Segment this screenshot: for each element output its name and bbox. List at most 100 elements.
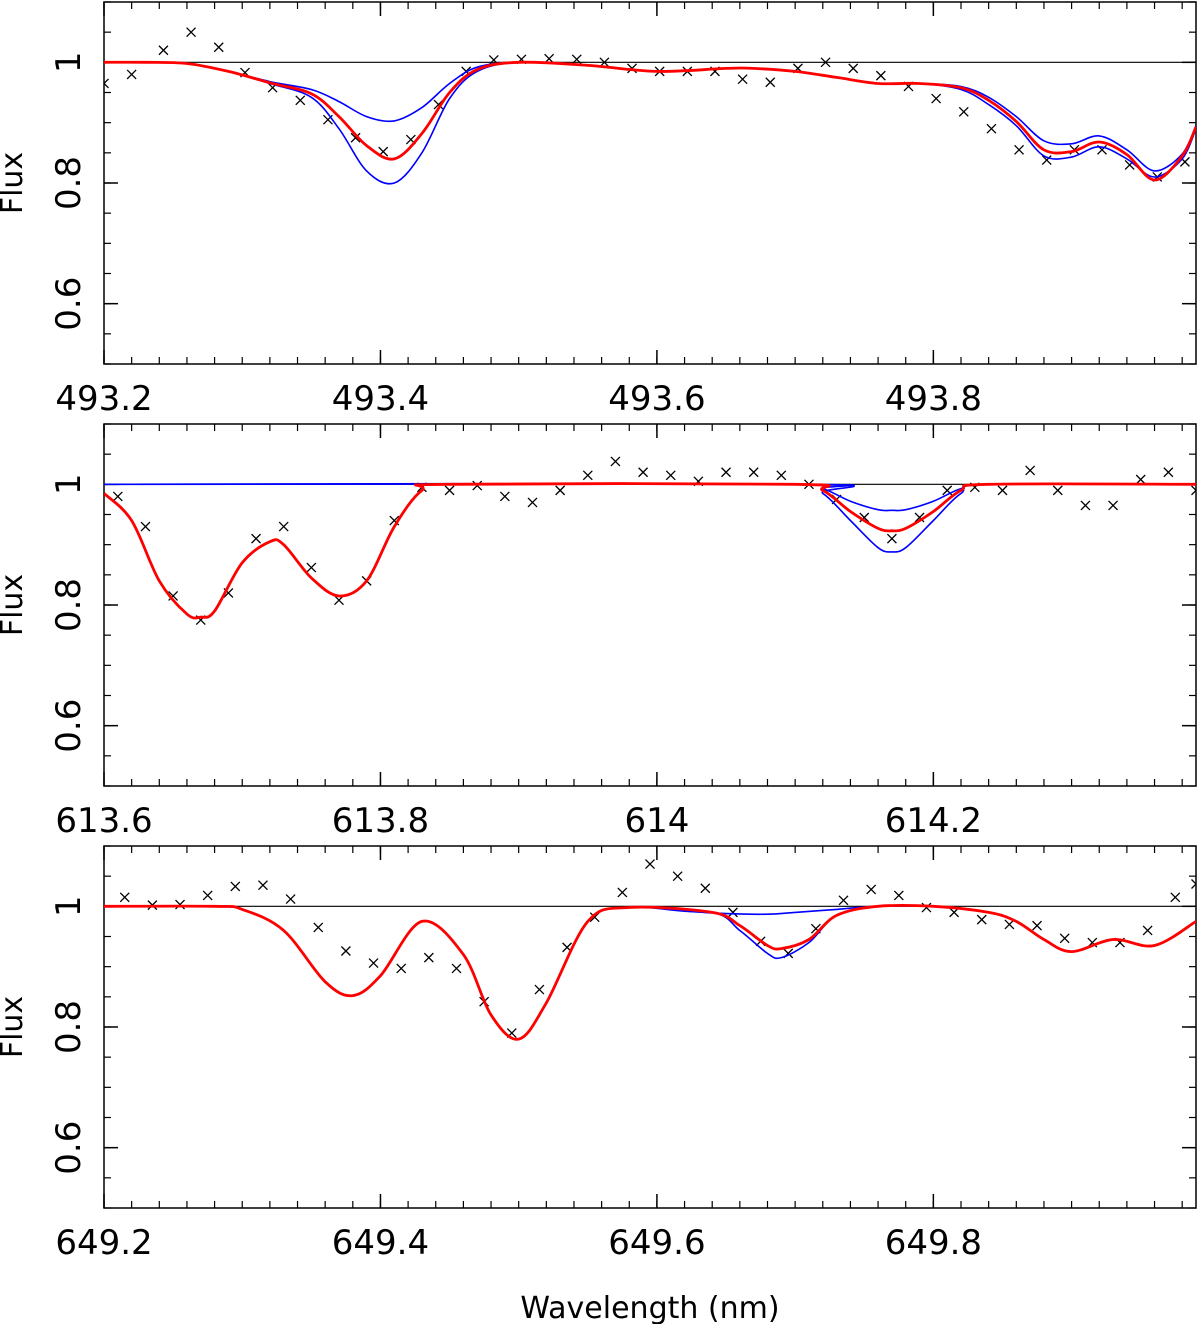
observed-point bbox=[451, 963, 462, 974]
observed-point bbox=[396, 963, 407, 974]
observed-point bbox=[158, 45, 169, 56]
x-tick-label: 649.4 bbox=[332, 1223, 429, 1263]
x-tick-label: 649.8 bbox=[885, 1223, 982, 1263]
observed-point bbox=[1032, 920, 1042, 931]
observed-point bbox=[322, 114, 333, 125]
observed-point bbox=[278, 521, 289, 532]
x-tick-label: 613.8 bbox=[332, 801, 429, 841]
observed-point bbox=[672, 871, 683, 882]
observed-point bbox=[610, 456, 621, 467]
observed-point bbox=[893, 890, 904, 901]
observed-point bbox=[848, 63, 859, 74]
observed-point bbox=[230, 881, 241, 892]
y-tick-label: 1 bbox=[49, 474, 89, 496]
y-tick-label: 1 bbox=[49, 52, 89, 74]
y-axis-title: Flux bbox=[0, 996, 30, 1058]
plot-area bbox=[104, 456, 1196, 626]
observed-point bbox=[104, 78, 109, 89]
observed-point bbox=[820, 57, 831, 68]
observed-point bbox=[1191, 879, 1196, 889]
observed-point bbox=[1041, 155, 1052, 166]
observed-point bbox=[765, 77, 776, 88]
observed-point bbox=[1014, 144, 1025, 155]
panel-3: 649.2 649.4 649.6 649.8 0.6 0.8 1 Flux bbox=[0, 845, 1197, 1263]
observed-point bbox=[859, 512, 870, 523]
y-tick-label: 0.6 bbox=[49, 699, 89, 753]
plot-area bbox=[104, 27, 1196, 185]
observed-point bbox=[1004, 919, 1015, 930]
observed-point bbox=[295, 95, 306, 106]
x-tick-label: 493.2 bbox=[55, 379, 152, 419]
observed-point bbox=[866, 884, 877, 895]
observed-point bbox=[838, 895, 849, 906]
observed-point bbox=[875, 70, 886, 81]
plot-frame bbox=[103, 1, 1197, 365]
observed-point bbox=[175, 899, 185, 910]
model-low-line bbox=[104, 904, 1196, 1041]
observed-point bbox=[665, 470, 676, 481]
plot-frame bbox=[103, 845, 1197, 1209]
observed-point bbox=[914, 512, 925, 523]
x-tick-label: 493.4 bbox=[332, 379, 429, 419]
observed-point bbox=[527, 497, 538, 508]
observed-point bbox=[721, 467, 731, 478]
observed-point bbox=[423, 952, 434, 963]
observed-point bbox=[571, 54, 582, 65]
observed-point bbox=[776, 470, 787, 481]
y-tick-label: 0.8 bbox=[49, 156, 89, 210]
observed-point bbox=[617, 887, 628, 898]
model-low-line bbox=[104, 483, 1196, 512]
observed-point bbox=[582, 470, 593, 481]
best-fit-model-line bbox=[104, 903, 1196, 1041]
observed-point bbox=[700, 883, 711, 894]
observed-point bbox=[168, 590, 179, 601]
x-tick-label: 649.2 bbox=[55, 1223, 152, 1263]
observed-point bbox=[1052, 485, 1063, 496]
x-axis-title: Wavelength (nm) bbox=[520, 1291, 779, 1324]
observed-point bbox=[986, 123, 997, 134]
observed-point bbox=[1025, 465, 1036, 476]
model-high-line bbox=[104, 904, 1196, 1041]
observed-point bbox=[886, 533, 897, 544]
observed-point bbox=[350, 132, 361, 143]
panel-1: 493.2 493.4 493.6 493.8 0.6 0.8 1 Flux bbox=[0, 1, 1197, 419]
observed-point bbox=[1142, 925, 1153, 936]
observed-point bbox=[976, 914, 987, 925]
observed-point bbox=[958, 106, 969, 117]
y-tick-label: 0.6 bbox=[49, 277, 89, 331]
plot-frame bbox=[103, 423, 1197, 787]
observed-point bbox=[1059, 933, 1070, 944]
y-axis-title: Flux bbox=[0, 574, 30, 636]
observed-point bbox=[112, 491, 123, 502]
observed-point bbox=[748, 467, 759, 478]
observed-point bbox=[186, 27, 197, 38]
observed-point bbox=[140, 521, 151, 532]
observed-point bbox=[1080, 500, 1091, 511]
y-axis-title: Flux bbox=[0, 152, 30, 214]
best-fit-model-line bbox=[104, 60, 1196, 182]
observed-point bbox=[306, 562, 317, 573]
observed-point bbox=[534, 984, 545, 995]
observed-point bbox=[1163, 467, 1174, 478]
observed-point bbox=[119, 892, 130, 903]
observed-point bbox=[737, 74, 748, 85]
panel-2: 613.6 613.8 614 614.2 0.6 0.8 1 Flux bbox=[0, 423, 1197, 841]
observed-point bbox=[1108, 500, 1119, 511]
observed-point bbox=[1191, 485, 1196, 496]
observed-point bbox=[340, 946, 351, 956]
y-tick-label: 1 bbox=[49, 896, 89, 918]
observed-point bbox=[555, 485, 566, 496]
observed-point bbox=[213, 42, 224, 53]
observed-point bbox=[645, 859, 655, 870]
observed-point bbox=[126, 69, 137, 80]
x-tick-label: 613.6 bbox=[55, 801, 152, 841]
observed-point bbox=[368, 958, 379, 969]
observed-point bbox=[931, 93, 942, 104]
observed-point bbox=[997, 485, 1008, 496]
x-tick-label: 493.6 bbox=[608, 379, 705, 419]
plot-area bbox=[104, 859, 1196, 1041]
x-tick-label: 493.8 bbox=[885, 379, 982, 419]
observed-point bbox=[589, 912, 600, 923]
observed-point bbox=[921, 902, 932, 913]
